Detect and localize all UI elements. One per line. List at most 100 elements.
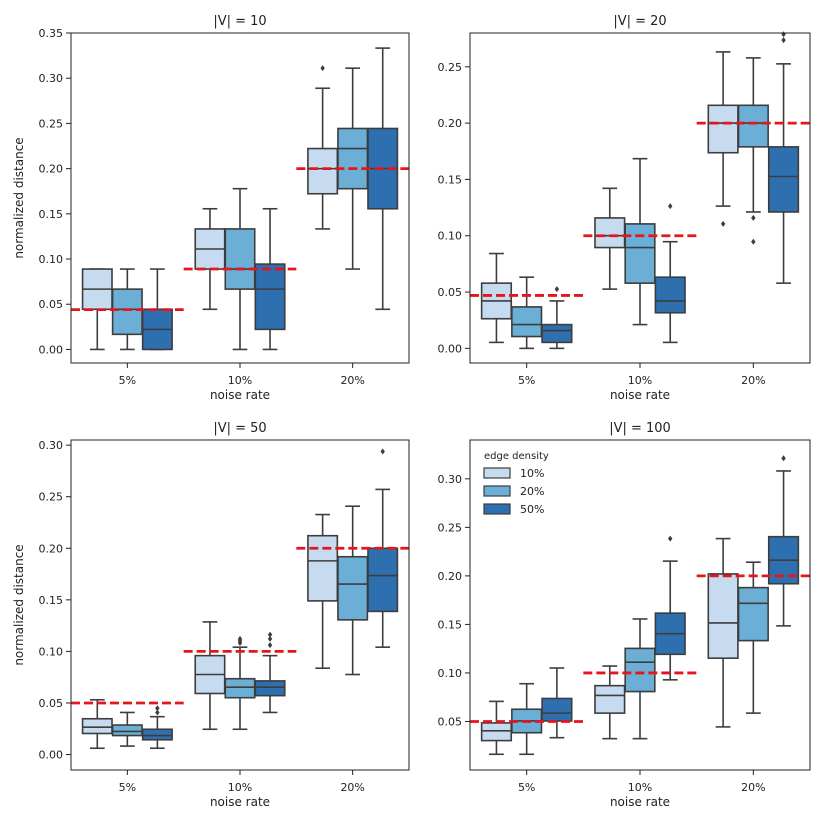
box-50pct-5pct — [141, 268, 173, 351]
box-20pct-5pct — [511, 682, 543, 756]
box-10pct-20pct — [707, 537, 739, 728]
box-body — [624, 223, 656, 284]
legend-swatch — [483, 485, 511, 497]
y-tick-label: 0.15 — [39, 208, 64, 221]
y-tick-label: 0.10 — [39, 253, 64, 266]
legend: edge density 10% 20% 50% — [483, 451, 549, 516]
y-tick-label: 0.10 — [39, 645, 64, 658]
panel-title: |V| = 50 — [213, 421, 266, 436]
plot-frame — [469, 32, 811, 364]
panel-3: |V| = 50 0.00 0.05 0.10 0.15 0.20 0.25 0.30 5% 10… — [12, 421, 410, 809]
box-50pct-20pct — [767, 31, 800, 284]
box-body — [511, 306, 543, 338]
box-10pct-5pct — [480, 252, 513, 344]
y-tick-label: 0.30 — [438, 473, 463, 486]
box-20pct-10pct — [224, 635, 256, 731]
box-10pct-20pct — [307, 65, 339, 230]
box-body — [111, 724, 143, 737]
box-50pct-5pct — [141, 705, 173, 750]
box-20pct-5pct — [511, 276, 543, 350]
box-body — [707, 104, 739, 154]
legend-label: 20% — [520, 485, 544, 498]
outlier-point — [668, 203, 673, 210]
box-10pct-10pct — [194, 207, 226, 311]
box-20pct-10pct — [624, 157, 656, 326]
y-tick-label: 0.25 — [438, 61, 463, 74]
outlier-point — [380, 448, 385, 455]
y-tick-label: 0.25 — [438, 521, 463, 534]
box-body — [224, 677, 256, 699]
x-axis-label: noise rate — [210, 388, 270, 402]
panel-2: |V| = 20 0.00 0.05 0.10 0.15 0.20 0.25 5% 10% 20%… — [438, 14, 811, 402]
box-20pct-5pct — [111, 711, 143, 747]
x-tick-label: 20% — [741, 781, 765, 794]
box-20pct-10pct — [224, 187, 256, 351]
plot-frame — [70, 32, 410, 364]
y-tick-label: 0.10 — [438, 667, 463, 680]
x-tick-label: 20% — [340, 374, 364, 387]
box-10pct-10pct — [594, 187, 626, 290]
box-body — [307, 534, 339, 602]
box-50pct-10pct — [254, 631, 286, 714]
box-50pct-20pct — [367, 47, 399, 311]
box-body — [337, 127, 369, 190]
box-body — [81, 717, 113, 735]
box-20pct-20pct — [337, 67, 369, 270]
panel-title: |V| = 100 — [609, 421, 671, 436]
box-50pct-10pct — [654, 203, 686, 344]
box-body — [707, 573, 739, 659]
y-tick-label: 0.25 — [39, 491, 64, 504]
y-tick-label: 0.15 — [39, 594, 64, 607]
plot-frame — [70, 439, 410, 771]
y-tick-label: 0.30 — [39, 439, 64, 452]
box-20pct-10pct — [624, 618, 656, 740]
outlier-point — [155, 705, 160, 712]
box-body — [367, 547, 399, 613]
y-tick-label: 0.00 — [39, 343, 64, 356]
box-50pct-20pct — [767, 455, 800, 627]
outlier-point — [751, 238, 756, 245]
box-body — [737, 104, 769, 148]
box-10pct-20pct — [307, 513, 339, 670]
box-body — [224, 228, 256, 290]
outlier-point — [668, 535, 673, 542]
y-axis-label: normalized distance — [12, 544, 26, 665]
box-50pct-10pct — [254, 207, 286, 351]
box-20pct-20pct — [737, 57, 769, 245]
y-tick-label: 0.00 — [438, 342, 463, 355]
y-tick-label: 0.25 — [39, 117, 64, 130]
box-50pct-5pct — [541, 667, 573, 739]
box-body — [594, 684, 626, 714]
x-tick-label: 5% — [518, 374, 535, 387]
box-10pct-5pct — [81, 698, 113, 750]
panel-1: |V| = 10 0.00 0.05 0.10 0.15 0.20 0.25 0.30 0.35… — [12, 14, 410, 402]
box-10pct-10pct — [594, 665, 626, 740]
outlier-point — [554, 286, 560, 293]
panel-4: |V| = 100 0.05 0.10 0.15 0.20 0.25 0.30 5% 10% 20… — [438, 421, 811, 809]
legend-swatch — [483, 503, 511, 515]
outlier-point — [267, 635, 273, 642]
x-tick-label: 5% — [518, 781, 535, 794]
panel-title: |V| = 10 — [213, 14, 266, 29]
legend-swatch — [483, 467, 511, 479]
outlier-point — [781, 455, 786, 462]
box-body — [654, 276, 686, 314]
x-tick-label: 20% — [741, 374, 765, 387]
y-tick-label: 0.05 — [39, 697, 64, 710]
box-body — [111, 288, 143, 336]
x-axis-label: noise rate — [610, 388, 670, 402]
box-20pct-20pct — [337, 505, 369, 676]
x-tick-label: 5% — [119, 374, 136, 387]
x-tick-label: 10% — [228, 781, 252, 794]
box-body — [594, 217, 626, 249]
outlier-point — [267, 631, 273, 638]
x-tick-label: 5% — [119, 781, 136, 794]
box-body — [541, 323, 573, 344]
x-axis-label: noise rate — [210, 795, 270, 809]
box-20pct-20pct — [737, 561, 769, 714]
box-10pct-10pct — [194, 621, 226, 731]
x-tick-label: 20% — [340, 781, 364, 794]
box-body — [541, 697, 573, 722]
x-tick-label: 10% — [628, 781, 652, 794]
box-body — [480, 722, 513, 742]
